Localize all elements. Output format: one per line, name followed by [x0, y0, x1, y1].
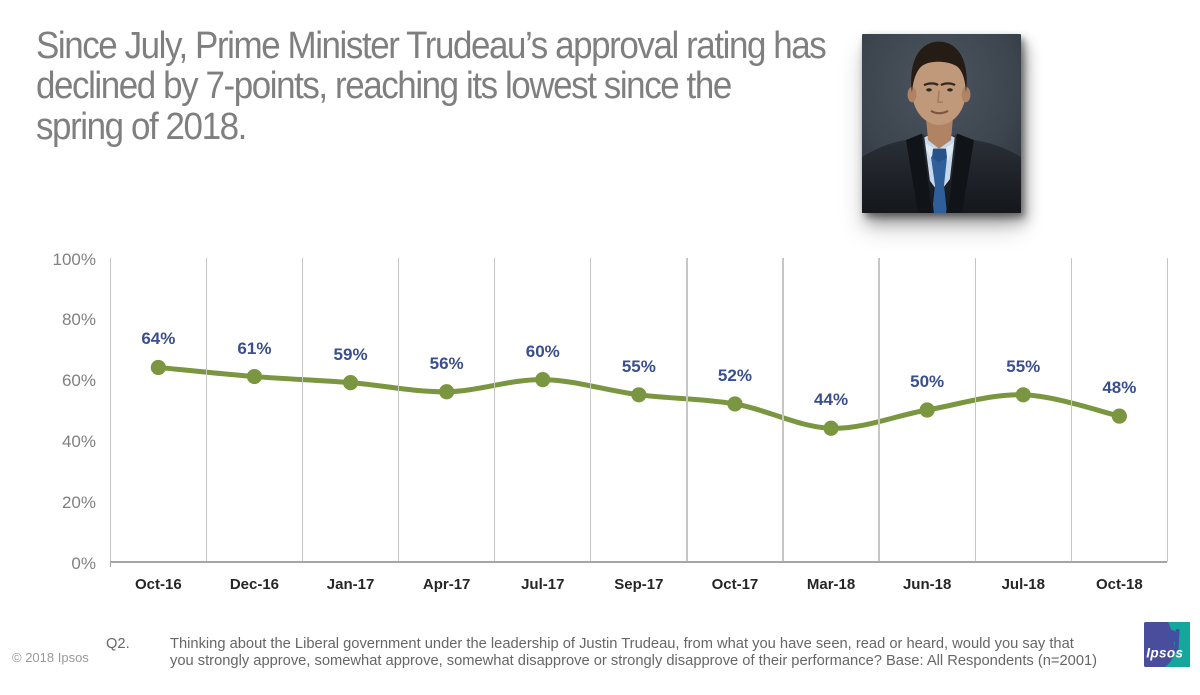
svg-text:Ipsos: Ipsos — [1146, 646, 1183, 661]
